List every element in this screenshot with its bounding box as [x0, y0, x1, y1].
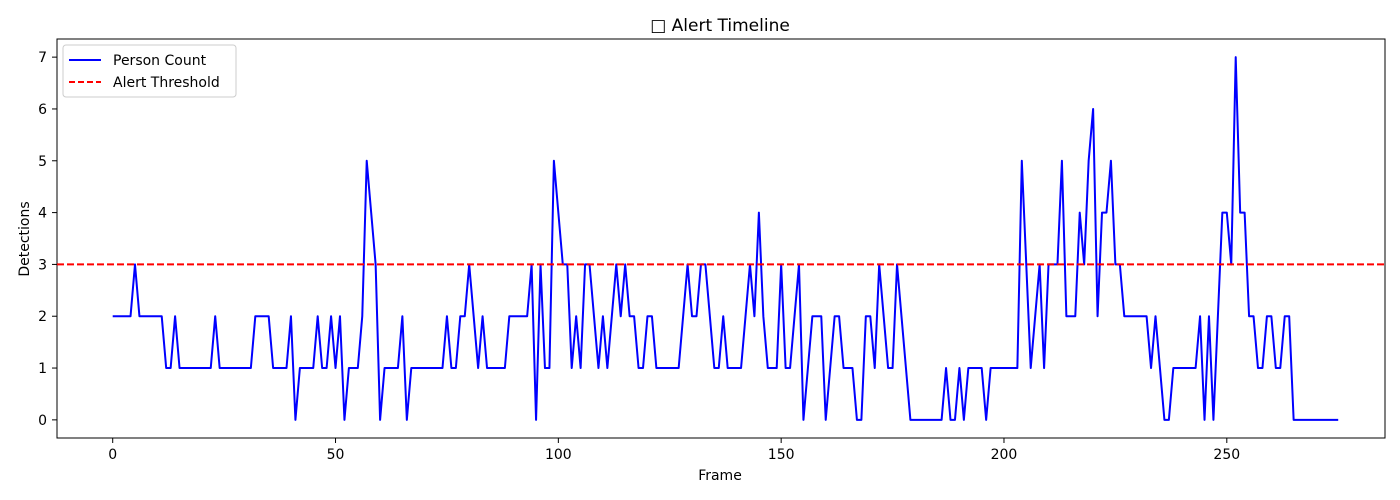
x-tick-label: 50 — [327, 447, 345, 463]
y-tick-label: 2 — [38, 309, 47, 325]
y-tick-label: 7 — [38, 50, 47, 66]
plot-area — [56, 38, 1386, 439]
x-tick-label: 0 — [108, 447, 117, 463]
chart-title: □ Alert Timeline — [650, 16, 790, 36]
x-tick-label: 150 — [768, 447, 795, 463]
y-tick-label: 1 — [38, 361, 47, 377]
y-tick-label: 3 — [38, 257, 47, 273]
legend-label-alert-threshold: Alert Threshold — [113, 75, 220, 91]
person-count-line — [112, 56, 1339, 421]
y-tick-label: 6 — [38, 102, 47, 118]
plot-frame — [56, 38, 1386, 439]
y-axis-label: Detections — [17, 201, 33, 276]
y-tick-label: 5 — [38, 154, 47, 170]
series-layer — [57, 56, 1385, 421]
x-axis-ticks: 0 50 100 150 200 250 — [108, 438, 1240, 463]
y-tick-label: 4 — [38, 206, 47, 222]
y-tick-label: 0 — [38, 413, 47, 429]
legend-box — [62, 44, 237, 98]
x-axis-label: Frame — [698, 468, 742, 484]
x-tick-label: 100 — [545, 447, 572, 463]
legend-label-person-count: Person Count — [113, 53, 207, 69]
x-tick-label: 250 — [1213, 447, 1240, 463]
x-tick-label: 200 — [991, 447, 1018, 463]
legend: Person Count Alert Threshold — [62, 44, 237, 98]
y-axis-ticks: 0 1 2 3 4 5 6 7 — [38, 50, 57, 429]
